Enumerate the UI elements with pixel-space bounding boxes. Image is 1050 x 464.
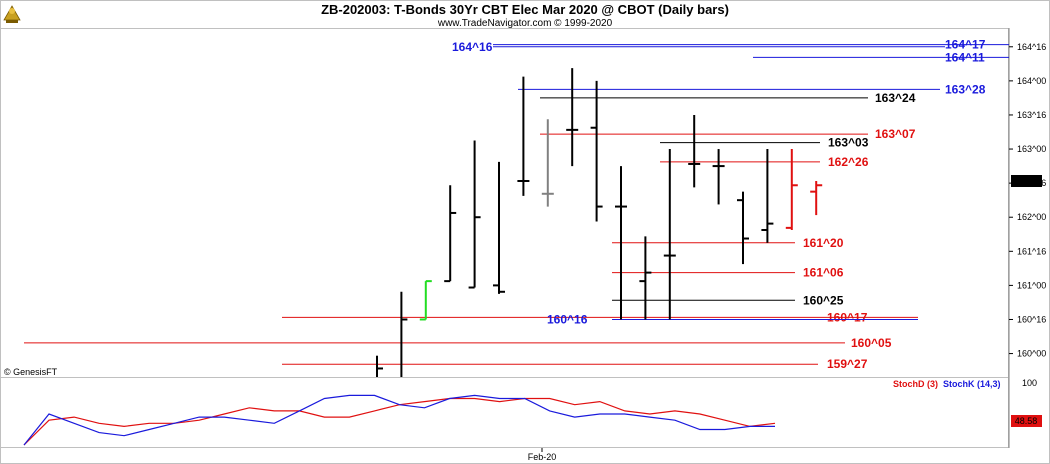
last-price-box [1011,175,1042,187]
level-label: 161^20 [803,236,844,250]
level-label: 160^05 [851,336,892,350]
x-axis-label: Feb-20 [528,452,557,462]
ohlc-bars [376,68,823,377]
level-label: 163^07 [875,127,916,141]
chart-title: ZB-202003: T-Bonds 30Yr CBT Elec Mar 202… [321,2,729,17]
y-tick-label: 163^00 [1017,144,1046,154]
stoch-axis-tick-100: 100 [1022,378,1037,388]
level-label: 160^17 [827,310,868,324]
watermark: © GenesisFT [4,367,58,377]
y-tick-label: 163^16 [1017,110,1046,120]
level-label: 164^17 [945,38,986,52]
stoch-last-box [1011,415,1042,427]
y-tick-label: 160^16 [1017,314,1046,324]
chart-subtitle: www.TradeNavigator.com © 1999-2020 [437,18,613,29]
level-label: 164^16 [452,40,493,54]
genesis-rooster-icon [3,5,21,23]
level-label: 163^03 [828,136,869,150]
y-tick-label: 162^00 [1017,212,1046,222]
y-tick-label: 160^00 [1017,349,1046,359]
level-label: 163^24 [875,91,916,105]
level-label: 163^28 [945,82,986,96]
level-lines: 164^17 164^16 164^11 163^28 163^24 163^07 163^… [24,38,1009,371]
legend-stochd: StochD (3) [893,379,938,389]
level-label: 161^06 [803,266,844,280]
y-tick-label: 161^00 [1017,280,1046,290]
level-label: 160^16 [547,312,588,326]
y-tick-label: 161^16 [1017,246,1046,256]
level-label: 160^25 [803,293,844,307]
level-label: 164^11 [945,50,985,64]
level-label: 162^26 [828,155,869,169]
y-tick-label: 164^16 [1017,42,1046,52]
stoch-last-label: 48.58 [1015,416,1038,426]
stochastic-pane [23,394,776,446]
y-tick-label: 164^00 [1017,76,1046,86]
legend-stochk: StochK (14,3) [943,379,1001,389]
stoch-series-line [23,394,775,446]
level-label: 159^27 [827,357,868,371]
last-price-label: 162^15 [1011,176,1040,186]
